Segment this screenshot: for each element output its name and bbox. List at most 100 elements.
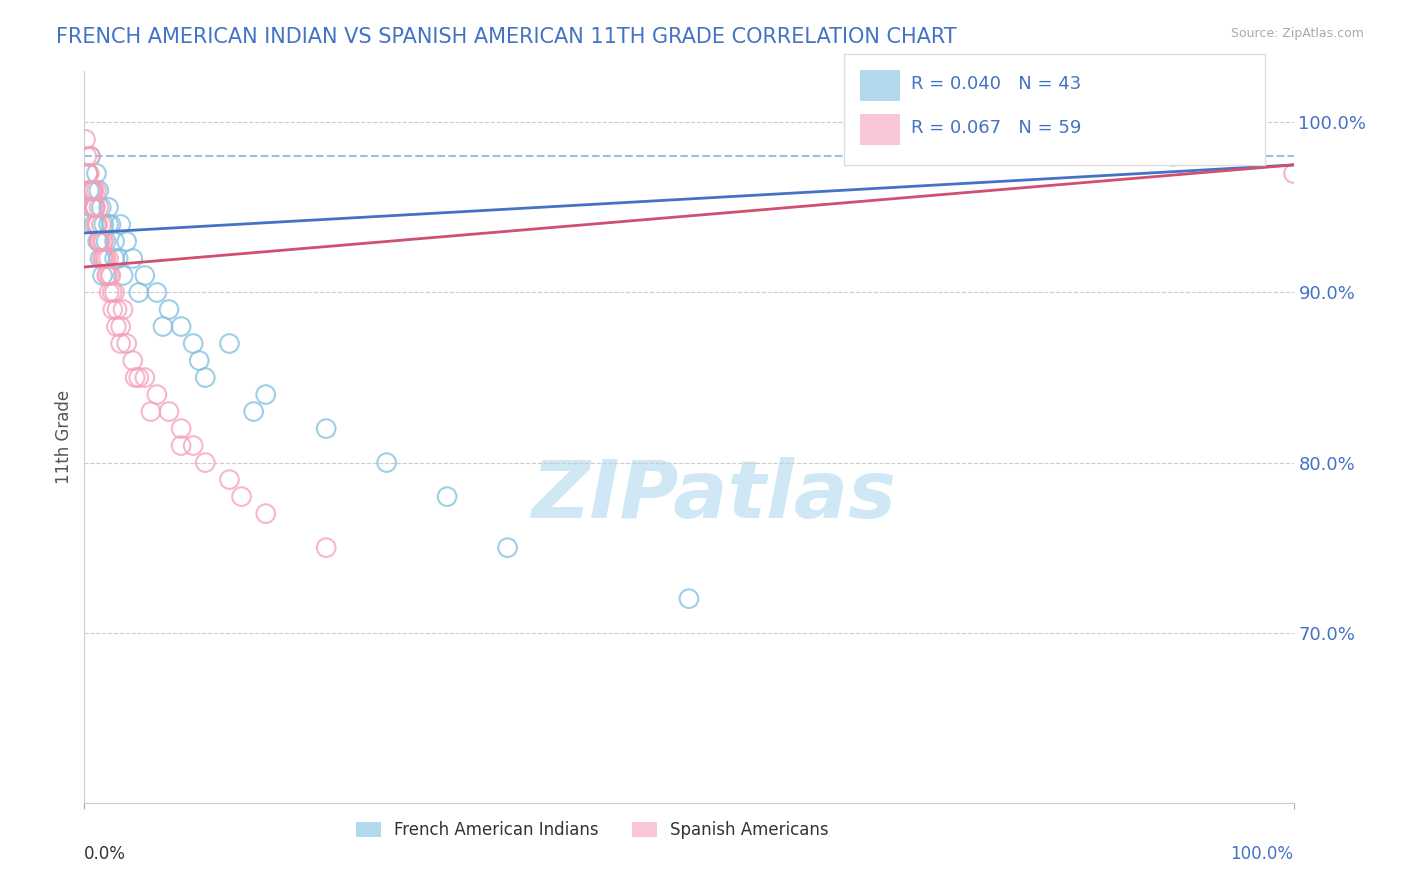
Point — [110, 218, 132, 232]
Text: Source: ZipAtlas.com: Source: ZipAtlas.com — [1230, 27, 1364, 40]
Point — [96, 268, 118, 283]
Point — [83, 201, 105, 215]
Point — [188, 353, 211, 368]
Point — [94, 252, 117, 266]
Point — [231, 490, 253, 504]
Point — [100, 218, 122, 232]
Point — [194, 370, 217, 384]
Point — [101, 285, 124, 300]
Point — [436, 490, 458, 504]
Text: 100.0%: 100.0% — [1230, 846, 1294, 863]
Point — [1161, 149, 1184, 163]
Point — [218, 473, 240, 487]
Point — [181, 439, 204, 453]
Text: ZIPatlas: ZIPatlas — [530, 457, 896, 534]
Point — [152, 319, 174, 334]
Point — [146, 387, 169, 401]
Point — [112, 302, 135, 317]
Point — [96, 268, 118, 283]
Point — [90, 201, 112, 215]
Text: 0.0%: 0.0% — [84, 846, 127, 863]
Point — [87, 183, 110, 197]
Point — [218, 336, 240, 351]
Point — [93, 218, 115, 232]
Point — [121, 353, 143, 368]
Point — [115, 336, 138, 351]
Point — [254, 387, 277, 401]
Point — [121, 252, 143, 266]
Point — [112, 268, 135, 283]
Point — [105, 319, 128, 334]
Point — [87, 201, 110, 215]
Point — [242, 404, 264, 418]
Point — [194, 456, 217, 470]
Point — [496, 541, 519, 555]
Point — [97, 201, 120, 215]
Point — [79, 149, 101, 163]
Point — [124, 370, 146, 384]
Point — [77, 166, 100, 180]
Text: R = 0.067   N = 59: R = 0.067 N = 59 — [911, 119, 1081, 136]
Point — [97, 252, 120, 266]
Point — [110, 336, 132, 351]
Point — [75, 132, 97, 146]
Point — [86, 183, 108, 197]
Point — [98, 268, 121, 283]
Point — [79, 149, 101, 163]
Point — [157, 302, 180, 317]
Point — [105, 302, 128, 317]
Point — [86, 218, 108, 232]
Point — [100, 268, 122, 283]
Point — [181, 336, 204, 351]
Point — [82, 183, 104, 197]
Point — [91, 268, 114, 283]
Point — [128, 370, 150, 384]
Point — [82, 183, 104, 197]
Point — [128, 285, 150, 300]
Point — [80, 183, 103, 197]
Point — [77, 166, 100, 180]
Point — [134, 268, 156, 283]
Point — [97, 218, 120, 232]
Point — [254, 507, 277, 521]
Point — [94, 235, 117, 249]
Point — [77, 166, 100, 180]
Point — [82, 201, 104, 215]
Point — [86, 218, 108, 232]
Point — [170, 421, 193, 435]
Point — [80, 201, 103, 215]
Point — [89, 235, 111, 249]
Point — [83, 218, 105, 232]
Text: FRENCH AMERICAN INDIAN VS SPANISH AMERICAN 11TH GRADE CORRELATION CHART: FRENCH AMERICAN INDIAN VS SPANISH AMERIC… — [56, 27, 957, 46]
Point — [94, 252, 117, 266]
Point — [90, 218, 112, 232]
Point — [104, 235, 127, 249]
Point — [115, 235, 138, 249]
Point — [87, 235, 110, 249]
Point — [375, 456, 398, 470]
Point — [91, 252, 114, 266]
Point — [146, 285, 169, 300]
Legend: French American Indians, Spanish Americans: French American Indians, Spanish America… — [349, 814, 835, 846]
Point — [79, 183, 101, 197]
Point — [86, 235, 108, 249]
Y-axis label: 11th Grade: 11th Grade — [55, 390, 73, 484]
Point — [83, 183, 105, 197]
Point — [89, 235, 111, 249]
Point — [91, 252, 114, 266]
Point — [134, 370, 156, 384]
Point — [98, 285, 121, 300]
Point — [315, 541, 337, 555]
Point — [101, 302, 124, 317]
Point — [107, 252, 129, 266]
Point — [139, 404, 162, 418]
Point — [110, 319, 132, 334]
Point — [86, 166, 108, 180]
Point — [91, 235, 114, 249]
Point — [315, 421, 337, 435]
Point — [104, 285, 127, 300]
Point — [1282, 166, 1305, 180]
Point — [77, 166, 100, 180]
Point — [77, 183, 100, 197]
Point — [86, 218, 108, 232]
